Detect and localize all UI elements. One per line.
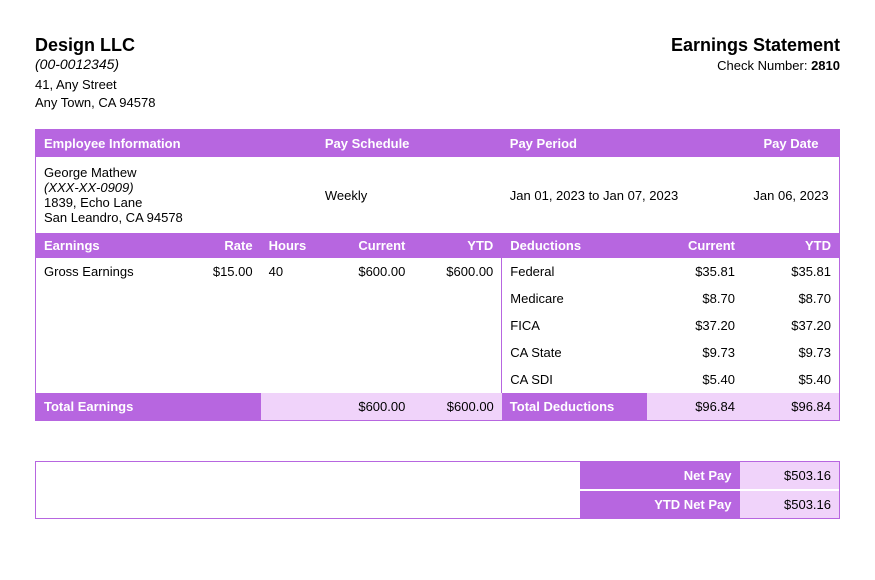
ded-ytd: $37.20 [743,312,840,339]
statement-title: Earnings Statement [671,35,840,56]
ded-ytd: $5.40 [743,366,840,393]
ytdnet-label: YTD Net Pay [580,491,740,519]
ded-ytd: $35.81 [743,258,840,285]
hdr-earnings: Earnings [36,233,181,258]
earnings-current: $600.00 [317,258,413,285]
table-row: CA SDI $5.40 $5.40 [36,366,840,393]
check-label: Check Number: [717,58,807,73]
hdr-period: Pay Period [502,130,743,158]
employee-cell: George Mathew (XXX-XX-0909) 1839, Echo L… [36,157,317,233]
table-row: CA State $9.73 $9.73 [36,339,840,366]
ytdnet-row: YTD Net Pay $503.16 [36,491,840,519]
total-earnings-ytd: $600.00 [413,393,501,421]
ded-current: $9.73 [647,339,743,366]
header-block: Design LLC (00-0012345) 41, Any Street A… [35,35,840,111]
company-id: (00-0012345) [35,56,155,72]
netpay-value: $503.16 [740,462,840,490]
hdr-deductions: Deductions [502,233,647,258]
ded-ytd: $8.70 [743,285,840,312]
ded-label: Medicare [502,285,647,312]
ded-ytd: $9.73 [743,339,840,366]
ded-label: FICA [502,312,647,339]
check-number: 2810 [811,58,840,73]
total-deductions-current: $96.84 [647,393,743,421]
ded-label: CA SDI [502,366,647,393]
earnings-header-row: Earnings Rate Hours Current YTD Deductio… [36,233,840,258]
ded-current: $35.81 [647,258,743,285]
hdr-dcurrent: Current [647,233,743,258]
employee-addr1: 1839, Echo Lane [44,195,309,210]
ded-current: $5.40 [647,366,743,393]
earnings-hours: 40 [261,258,317,285]
ded-label: CA State [502,339,647,366]
paydate-cell: Jan 06, 2023 [743,157,840,233]
ded-label: Federal [502,258,647,285]
table-row: Medicare $8.70 $8.70 [36,285,840,312]
employee-addr2: San Leandro, CA 94578 [44,210,309,225]
total-deductions-ytd: $96.84 [743,393,840,421]
company-address: 41, Any Street Any Town, CA 94578 [35,76,155,111]
schedule-cell: Weekly [317,157,502,233]
table-row: FICA $37.20 $37.20 [36,312,840,339]
hdr-dytd: YTD [743,233,840,258]
earnings-label: Gross Earnings [36,258,181,285]
info-data-row: George Mathew (XXX-XX-0909) 1839, Echo L… [36,157,840,233]
hdr-eytd: YTD [413,233,501,258]
totals-row: Total Earnings $600.00 $600.00 Total Ded… [36,393,840,421]
netpay-row: Net Pay $503.16 [36,462,840,490]
ded-current: $8.70 [647,285,743,312]
total-deductions-label: Total Deductions [502,393,647,421]
netpay-label: Net Pay [580,462,740,490]
company-addr1: 41, Any Street [35,77,117,92]
earnings-rate: $15.00 [180,258,260,285]
hdr-hours: Hours [261,233,317,258]
hdr-rate: Rate [180,233,260,258]
total-earnings-current: $600.00 [317,393,413,421]
company-name: Design LLC [35,35,155,56]
check-line: Check Number: 2810 [671,58,840,73]
table-row: Gross Earnings $15.00 40 $600.00 $600.00… [36,258,840,285]
company-addr2: Any Town, CA 94578 [35,95,155,110]
employee-ssn: (XXX-XX-0909) [44,180,309,195]
employee-name: George Mathew [44,165,309,180]
ded-current: $37.20 [647,312,743,339]
period-cell: Jan 01, 2023 to Jan 07, 2023 [502,157,743,233]
company-block: Design LLC (00-0012345) 41, Any Street A… [35,35,155,111]
total-earnings-label: Total Earnings [36,393,261,421]
hdr-employee: Employee Information [36,130,317,158]
earnings-ytd: $600.00 [413,258,501,285]
statement-block: Earnings Statement Check Number: 2810 [671,35,840,111]
main-table: Employee Information Pay Schedule Pay Pe… [35,129,840,421]
hdr-date: Pay Date [743,130,840,158]
hdr-schedule: Pay Schedule [317,130,502,158]
ytdnet-value: $503.16 [740,491,840,519]
info-header-row: Employee Information Pay Schedule Pay Pe… [36,130,840,158]
hdr-ecurrent: Current [317,233,413,258]
netpay-table: Net Pay $503.16 YTD Net Pay $503.16 [35,461,840,519]
